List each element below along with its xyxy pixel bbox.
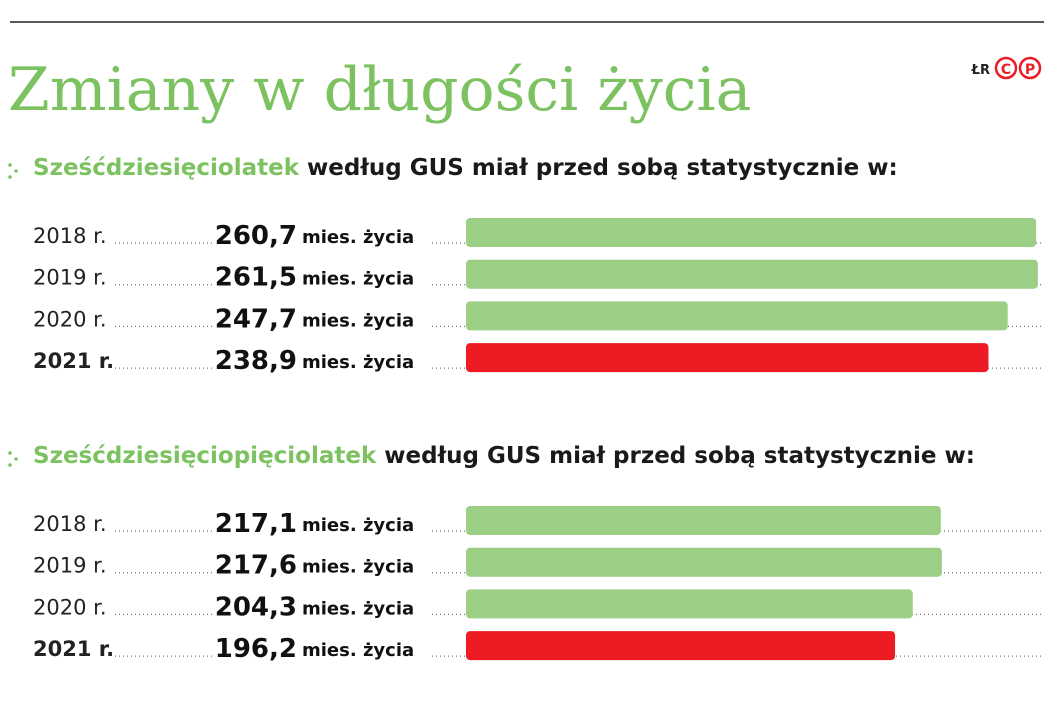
bar <box>466 301 1008 331</box>
year-label: 2018 r. <box>33 224 107 248</box>
bar <box>466 631 896 661</box>
value-label: 247,7 <box>215 304 297 334</box>
unit-label: mies. życia <box>302 598 414 619</box>
subtitle-text: według GUS miał przed sobą statystycznie… <box>307 155 898 181</box>
year-label: 2019 r. <box>33 266 107 290</box>
unit-label: mies. życia <box>302 352 414 373</box>
year-label: 2021 r. <box>33 637 114 661</box>
bullet-dot <box>14 457 18 461</box>
bar <box>466 506 941 535</box>
unit-label: mies. życia <box>302 310 414 331</box>
logo-letter: C <box>1001 62 1011 78</box>
logo-letter: P <box>1025 62 1035 78</box>
title: Zmiany w długości życia <box>8 55 751 125</box>
subtitle: Sześćdziesięciopięciolatek według GUS mi… <box>33 443 975 469</box>
logo-ring <box>1018 56 1042 80</box>
bullet-dot <box>8 463 12 467</box>
year-label: 2020 r. <box>33 307 107 331</box>
unit-label: mies. życia <box>302 227 414 248</box>
bullet-dot <box>8 451 12 455</box>
bullet-dot <box>8 163 12 167</box>
year-label: 2019 r. <box>33 554 107 578</box>
subtitle: Sześćdziesięciolatek według GUS miał prz… <box>33 155 898 181</box>
bar <box>466 547 942 577</box>
year-label: 2021 r. <box>33 349 114 373</box>
unit-label: mies. życia <box>302 557 414 578</box>
subtitle-text: według GUS miał przed sobą statystycznie… <box>384 443 975 469</box>
bullet-dot <box>14 169 18 173</box>
unit-label: mies. życia <box>302 640 414 661</box>
bar <box>466 259 1038 289</box>
value-label: 217,6 <box>215 551 297 581</box>
value-label: 261,5 <box>215 263 297 293</box>
value-label: 260,7 <box>215 221 297 251</box>
year-label: 2018 r. <box>33 512 107 536</box>
value-label: 204,3 <box>215 592 297 622</box>
bar <box>466 218 1037 247</box>
value-label: 217,1 <box>215 509 297 539</box>
unit-label: mies. życia <box>302 515 414 536</box>
bar <box>466 589 913 619</box>
value-label: 238,9 <box>215 346 297 376</box>
subtitle-highlight: Sześćdziesięciopięciolatek <box>33 443 377 469</box>
unit-label: mies. życia <box>302 269 414 290</box>
subtitle-highlight: Sześćdziesięciolatek <box>33 155 300 181</box>
logo-ring <box>994 56 1018 80</box>
credit: ŁR <box>971 63 990 78</box>
year-label: 2020 r. <box>33 595 107 619</box>
value-label: 196,2 <box>215 634 297 664</box>
bullet-dot <box>8 175 12 179</box>
bar <box>466 343 989 373</box>
